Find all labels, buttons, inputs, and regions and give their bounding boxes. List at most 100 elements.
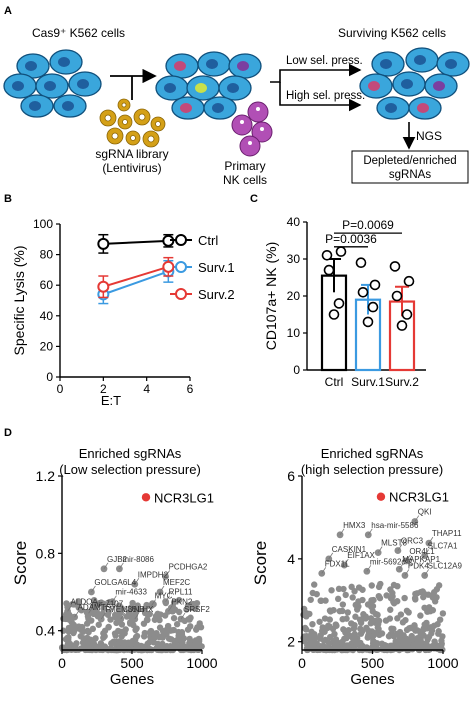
gene-label: GOLGA6L4 — [94, 578, 136, 587]
highlight-label: NCR3LG1 — [389, 490, 449, 505]
gene-point — [385, 633, 393, 640]
gene-point — [118, 621, 126, 628]
label-leader — [88, 607, 93, 614]
legend-label: Ctrl — [198, 233, 218, 248]
gene-point — [355, 584, 363, 591]
gene-point — [339, 638, 346, 646]
gene-point — [364, 601, 372, 608]
label-leader — [91, 585, 96, 593]
label-leader — [414, 515, 420, 522]
category-label: Surv.1 — [351, 375, 385, 389]
data-point — [401, 309, 413, 320]
gene-point — [344, 609, 351, 616]
gene-label: mir-5692c-2 — [370, 557, 413, 566]
gene-label: SRSF2 — [184, 605, 210, 614]
gene-label: THAP11 — [432, 529, 462, 538]
gene-point — [308, 628, 315, 636]
gene-point — [175, 635, 182, 643]
gene-point — [401, 594, 408, 602]
gene-point — [141, 629, 149, 637]
high-pressure-scatter: 2 4 6 0 500 1000 Genes Score QKI HMX3 hsa-mir-5586… — [251, 468, 462, 688]
y-tick-label: 1.2 — [36, 468, 56, 484]
gene-point — [173, 621, 181, 628]
gene-label: MLST8 — [381, 539, 407, 548]
gene-point — [311, 581, 318, 588]
gene-point — [435, 630, 442, 637]
panel-c: C 0 10 20 30 40 CD107a+ NK (%) Ctrl Surv.1 Surv.… — [250, 193, 426, 389]
y-tick-label: 40 — [287, 215, 301, 229]
gene-label: mir-7107 — [92, 599, 124, 608]
gene-point — [131, 610, 139, 617]
gene-point — [414, 640, 421, 647]
label-leader — [120, 612, 126, 620]
gene-point — [78, 607, 85, 614]
gene-point — [358, 628, 366, 635]
gene-label: MEF2C — [163, 578, 190, 587]
gene-point — [141, 609, 149, 617]
y-tick-label: 10 — [287, 326, 301, 340]
gene-point — [371, 629, 379, 637]
gene-point — [100, 605, 107, 612]
gene-point — [348, 583, 355, 591]
gene-point — [92, 635, 99, 642]
y-tick-label: 0.8 — [36, 545, 56, 561]
data-point — [357, 286, 369, 298]
gene-label: FDX1L — [325, 559, 350, 568]
legend-marker — [175, 261, 187, 273]
gene-point — [167, 642, 174, 650]
y-axis-label: CD107a+ NK (%) — [263, 242, 279, 351]
gene-point — [325, 639, 333, 647]
gene-point — [168, 636, 175, 643]
gene-point — [407, 624, 415, 631]
gene-point — [63, 600, 70, 607]
label-leader — [151, 599, 156, 606]
label-leader — [100, 612, 106, 620]
gene-label: PDK4 — [408, 561, 429, 570]
gene-point — [375, 592, 382, 600]
gene-point — [90, 596, 98, 604]
gene-point — [100, 600, 107, 607]
gene-point — [352, 613, 359, 620]
highlight-point — [376, 492, 386, 501]
gene-point — [340, 626, 347, 633]
label-leader — [112, 595, 117, 602]
gene-point — [95, 621, 102, 628]
gene-label: MYC — [155, 592, 173, 601]
label-leader — [180, 612, 186, 620]
x-tick-label: 500 — [361, 655, 385, 671]
gene-label: TMEM38 — [104, 605, 137, 614]
gene-point — [128, 604, 135, 611]
panel-b-label: B — [4, 193, 12, 205]
x-tick-label: 6 — [187, 382, 194, 396]
gene-point — [328, 587, 335, 594]
label-leader — [165, 595, 170, 602]
x-tick-label: 2 — [100, 382, 107, 396]
gene-point — [424, 608, 431, 615]
gene-point — [405, 609, 412, 616]
left-plot-title-line2: (Low selection pressure) — [59, 462, 201, 477]
series-line-2 — [103, 265, 169, 288]
gene-point — [118, 633, 125, 640]
highlight-point — [141, 493, 151, 502]
gene-point — [417, 612, 424, 619]
library-label-line2: (Lentivirus) — [102, 161, 161, 175]
x-axis-label: Genes — [110, 671, 154, 688]
gene-point — [185, 615, 192, 623]
gene-point — [70, 621, 77, 629]
gene-point — [132, 626, 139, 634]
data-point — [369, 279, 381, 291]
gene-point — [134, 602, 141, 609]
y-tick-label: 0 — [46, 370, 53, 384]
gene-point — [406, 645, 414, 652]
label-leader — [406, 554, 411, 562]
y-tick-label: 40 — [40, 309, 54, 323]
nk-label-line1: Primary — [224, 159, 265, 173]
gene-point — [301, 633, 308, 640]
gene-point — [318, 627, 326, 635]
gene-point — [104, 611, 112, 618]
data-point — [328, 309, 340, 320]
legend-label: Surv.1 — [198, 260, 235, 275]
gene-point — [146, 638, 153, 646]
gene-point — [101, 633, 108, 640]
gene-point — [178, 628, 186, 636]
